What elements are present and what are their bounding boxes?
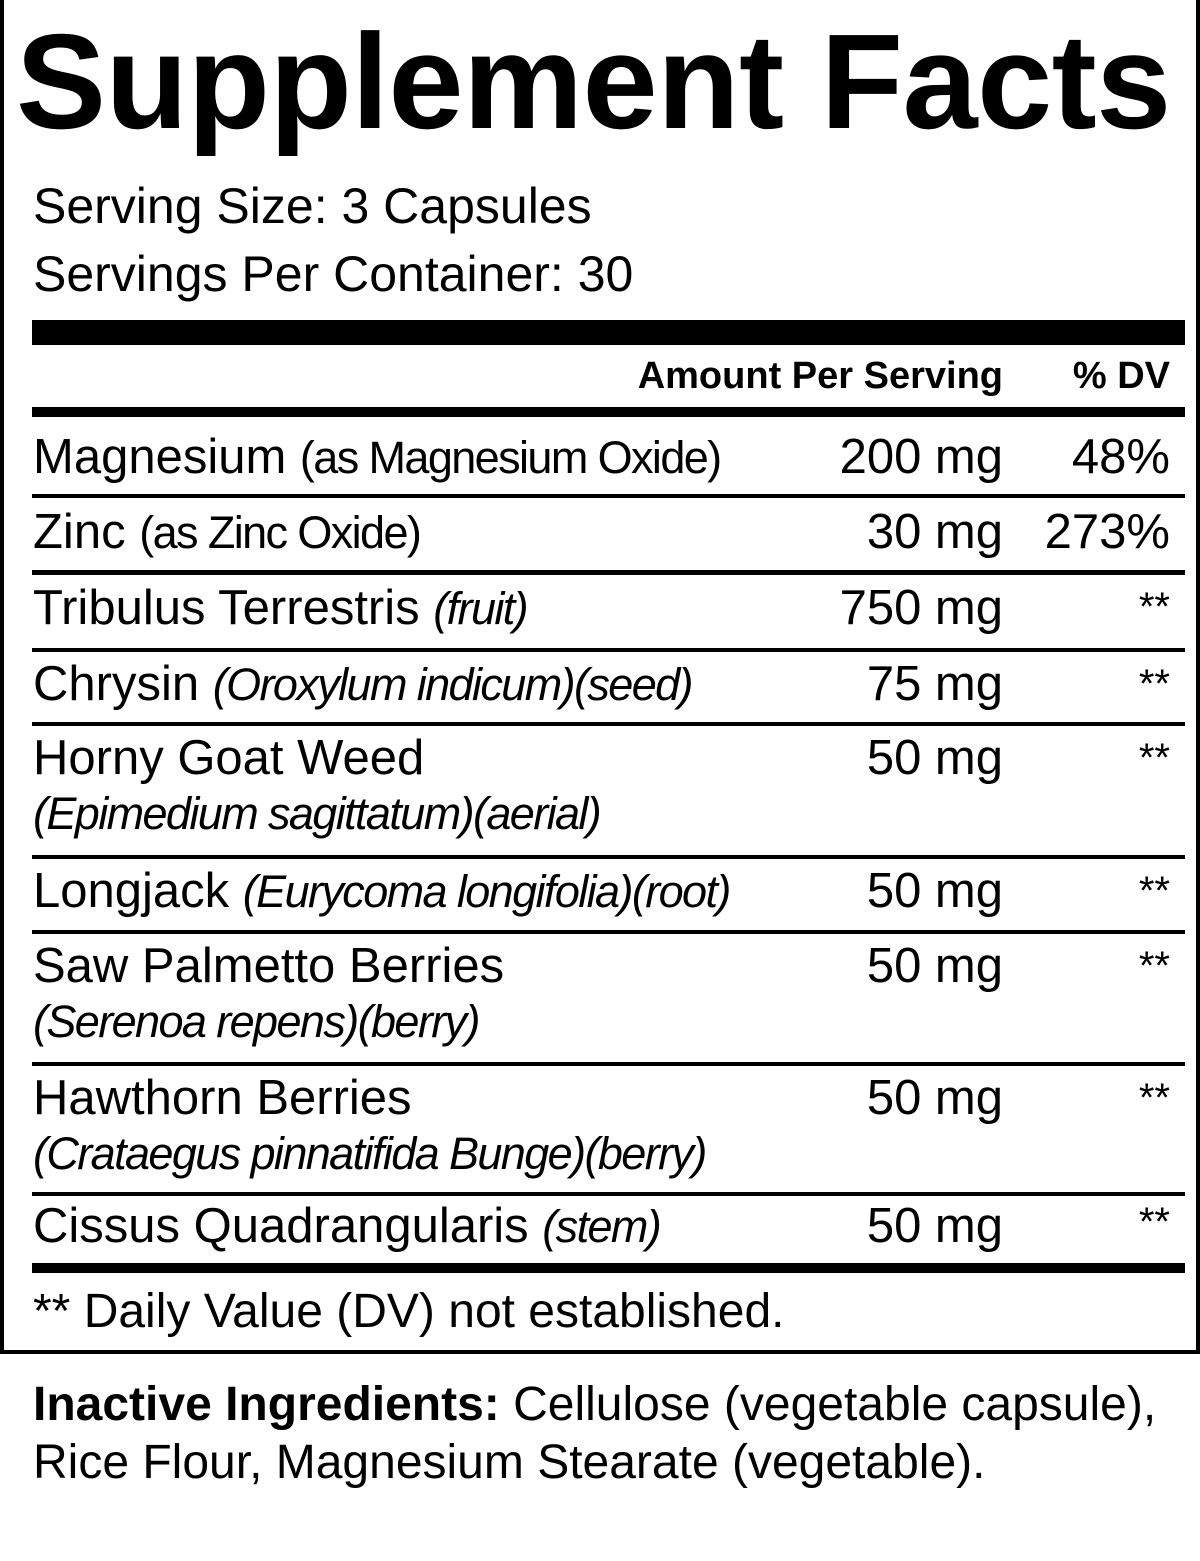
row-divider bbox=[32, 855, 1185, 859]
thick-divider bbox=[32, 320, 1185, 345]
ingredient-amount: 30 mg bbox=[866, 505, 1003, 559]
ingredient-detail: (as Zinc Oxide) bbox=[139, 507, 422, 558]
ingredient-dv: ** bbox=[1138, 944, 1170, 988]
serving-size: Serving Size: 3 Capsules bbox=[33, 178, 592, 234]
ingredient-dv: ** bbox=[1138, 662, 1170, 706]
ingredient-name: Cissus Quadrangularis bbox=[33, 1199, 529, 1253]
row-divider bbox=[32, 1192, 1185, 1196]
ingredient-row: Chrysin (Oroxylum indicum)(seed) 75 mg *… bbox=[32, 652, 1170, 722]
ingredient-detail: (Oroxylum indicum)(seed) bbox=[212, 659, 694, 710]
ingredient-amount: 50 mg bbox=[866, 939, 1003, 993]
amount-header: Amount Per Serving bbox=[637, 355, 1003, 397]
ingredient-row: Tribulus Terrestris (fruit) 750 mg ** bbox=[32, 575, 1170, 648]
ingredient-detail: (fruit) bbox=[433, 583, 528, 634]
row-divider bbox=[32, 722, 1185, 726]
ingredient-name: Tribulus Terrestris bbox=[33, 581, 420, 635]
inactive-ingredients: Inactive Ingredients: Cellulose (vegetab… bbox=[33, 1376, 1173, 1492]
ingredient-amount: 50 mg bbox=[866, 864, 1003, 918]
ingredient-row: Longjack (Eurycoma longifolia)(root) 50 … bbox=[32, 859, 1170, 930]
ingredient-row: Horny Goat Weed (Epimedium sagittatum)(a… bbox=[32, 726, 1170, 855]
row-divider bbox=[32, 930, 1185, 934]
ingredient-dv: 273% bbox=[1044, 505, 1170, 559]
ingredient-row: Cissus Quadrangularis (stem) 50 mg ** bbox=[32, 1196, 1170, 1263]
column-header: Amount Per Serving % DV bbox=[32, 350, 1170, 402]
row-divider bbox=[32, 570, 1185, 575]
ingredient-amount: 200 mg bbox=[839, 430, 1003, 484]
ingredient-detail: (stem) bbox=[542, 1201, 661, 1252]
servings-per-container: Servings Per Container: 30 bbox=[33, 246, 634, 302]
ingredient-row: Hawthorn Berries (Crataegus pinnatifida … bbox=[32, 1066, 1170, 1192]
ingredient-name: Horny Goat Weed bbox=[33, 731, 425, 785]
ingredient-detail: (as Magnesium Oxide) bbox=[299, 432, 722, 483]
ingredient-row: Saw Palmetto Berries (Serenoa repens)(be… bbox=[32, 934, 1170, 1062]
ingredient-name: Zinc bbox=[33, 505, 126, 559]
ingredient-dv: ** bbox=[1138, 585, 1170, 629]
row-divider bbox=[32, 648, 1185, 652]
ingredient-name: Longjack bbox=[33, 864, 230, 918]
supplement-facts-panel bbox=[0, 0, 1200, 1354]
ingredient-dv: ** bbox=[1138, 736, 1170, 780]
ingredient-dv: 48% bbox=[1071, 430, 1170, 484]
ingredient-amount: 75 mg bbox=[866, 657, 1003, 711]
ingredient-name: Hawthorn Berries bbox=[33, 1071, 412, 1125]
ingredient-name: Saw Palmetto Berries bbox=[33, 939, 505, 993]
ingredient-dv: ** bbox=[1138, 1200, 1170, 1244]
ingredient-amount: 750 mg bbox=[839, 581, 1003, 635]
row-divider bbox=[32, 1062, 1185, 1066]
inactive-label: Inactive Ingredients: bbox=[33, 1378, 500, 1431]
inactive-text: Cellulose (vegetable capsule), Rice Flou… bbox=[33, 1378, 1157, 1489]
ingredient-amount: 50 mg bbox=[866, 1071, 1003, 1125]
ingredient-dv: ** bbox=[1138, 1076, 1170, 1120]
header-divider bbox=[32, 407, 1185, 417]
ingredient-name: Chrysin bbox=[33, 657, 200, 711]
ingredient-detail: (Epimedium sagittatum)(aerial) bbox=[33, 788, 602, 839]
ingredient-dv: ** bbox=[1138, 869, 1170, 913]
bottom-divider bbox=[32, 1263, 1185, 1273]
ingredient-row: Magnesium (as Magnesium Oxide) 200 mg 48… bbox=[32, 417, 1170, 494]
dv-header: % DV bbox=[1072, 355, 1170, 397]
panel-title: Supplement Facts bbox=[16, 6, 1171, 157]
ingredient-amount: 50 mg bbox=[866, 731, 1003, 785]
ingredient-detail: (Crataegus pinnatifida Bunge)(berry) bbox=[33, 1128, 707, 1179]
row-divider bbox=[32, 494, 1185, 498]
ingredient-detail: (Eurycoma longifolia)(root) bbox=[242, 866, 732, 917]
ingredient-row: Zinc (as Zinc Oxide) 30 mg 273% bbox=[32, 498, 1170, 570]
ingredient-detail: (Serenoa repens)(berry) bbox=[33, 996, 481, 1047]
ingredient-amount: 50 mg bbox=[866, 1199, 1003, 1253]
ingredient-name: Magnesium bbox=[33, 430, 287, 484]
footnote: ** Daily Value (DV) not established. bbox=[33, 1285, 785, 1338]
